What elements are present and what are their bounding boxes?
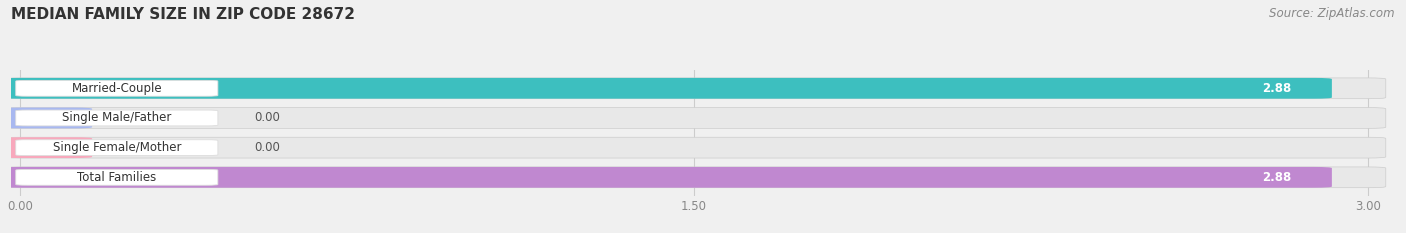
Text: Single Male/Father: Single Male/Father [62,111,172,124]
Text: 2.88: 2.88 [1263,82,1292,95]
Text: Married-Couple: Married-Couple [72,82,162,95]
FancyBboxPatch shape [3,78,1331,99]
Text: 0.00: 0.00 [254,141,280,154]
Text: 2.88: 2.88 [1263,171,1292,184]
FancyBboxPatch shape [3,108,93,128]
FancyBboxPatch shape [3,167,1386,188]
FancyBboxPatch shape [15,110,218,126]
FancyBboxPatch shape [15,169,218,185]
FancyBboxPatch shape [3,78,1386,99]
Text: Single Female/Mother: Single Female/Mother [52,141,181,154]
FancyBboxPatch shape [15,80,218,96]
Text: 0.00: 0.00 [254,111,280,124]
Text: Total Families: Total Families [77,171,156,184]
Text: Source: ZipAtlas.com: Source: ZipAtlas.com [1270,7,1395,20]
FancyBboxPatch shape [3,108,1386,128]
FancyBboxPatch shape [15,140,218,156]
Text: MEDIAN FAMILY SIZE IN ZIP CODE 28672: MEDIAN FAMILY SIZE IN ZIP CODE 28672 [11,7,356,22]
FancyBboxPatch shape [3,167,1331,188]
FancyBboxPatch shape [3,137,1386,158]
FancyBboxPatch shape [3,137,93,158]
